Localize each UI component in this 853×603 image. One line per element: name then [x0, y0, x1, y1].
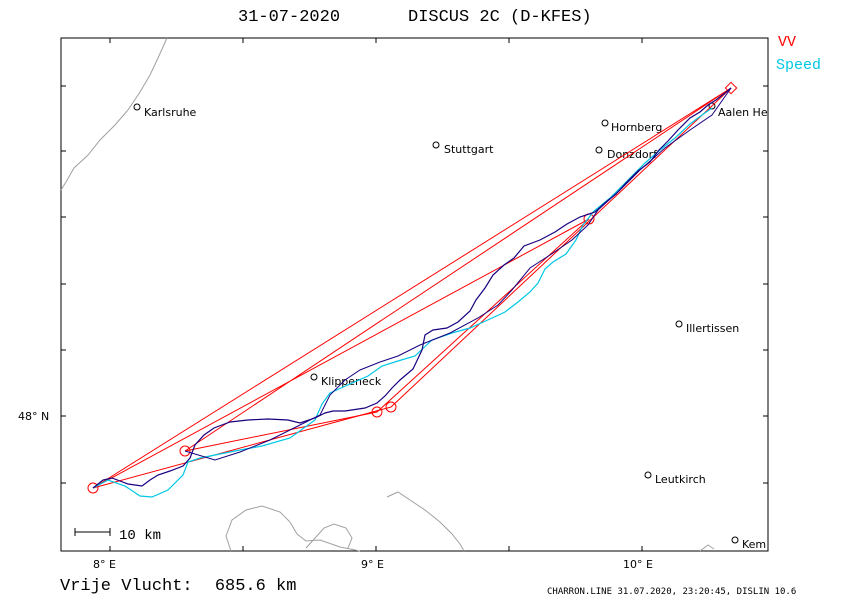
town-kem: Kem — [742, 538, 766, 551]
town-marker-illertissen — [675, 320, 683, 328]
lon-label-8: 8° E — [93, 558, 116, 571]
town-aalen: Aalen He — [718, 106, 768, 119]
tick-marks — [61, 38, 768, 551]
town-karlsruhe: Karlsruhe — [144, 106, 197, 119]
town-stuttgart: Stuttgart — [444, 143, 494, 156]
towns: Karlsruhe Stuttgart Hornberg Donzdorf Aa… — [133, 102, 768, 551]
vv-task-lines — [87, 81, 738, 494]
town-klippeneck: Klippeneck — [321, 375, 382, 388]
footer-credit: CHARRON.LINE 31.07.2020, 23:20:45, DISLI… — [547, 587, 797, 597]
distance-summary: Vrije Vlucht: 685.6 km — [60, 577, 296, 596]
lon-label-10: 10° E — [623, 558, 653, 571]
scale-bar-label: 10 km — [119, 528, 161, 544]
glider-name: DISCUS 2C (D-KFES) — [408, 8, 592, 27]
town-hornberg: Hornberg — [611, 121, 662, 134]
town-leutkirch: Leutkirch — [655, 473, 706, 486]
town-marker-stuttgart — [432, 141, 440, 149]
scale-bar — [74, 528, 111, 536]
distance-value: 685.6 km — [214, 577, 297, 596]
town-marker-kem — [731, 536, 739, 544]
flight-date: 31-07-2020 — [238, 8, 341, 27]
town-marker-karlsruhe — [133, 103, 141, 111]
town-marker-hornberg — [601, 119, 609, 127]
lat-label-48: 48° N — [18, 410, 49, 423]
town-marker-donzdorf — [595, 146, 603, 154]
flight-track-return — [184, 87, 732, 461]
town-marker-klippeneck — [310, 373, 318, 381]
distance-label: Vrije Vlucht: — [60, 577, 193, 596]
lon-label-9: 9° E — [361, 558, 384, 571]
legend-speed: Speed — [776, 57, 822, 74]
legend-vv: VV — [778, 34, 797, 51]
town-illertissen: Illertissen — [686, 322, 739, 335]
border-lines — [60, 37, 715, 552]
town-marker-leutkirch — [644, 471, 652, 479]
speed-track — [92, 107, 713, 498]
map-frame — [60, 37, 769, 552]
